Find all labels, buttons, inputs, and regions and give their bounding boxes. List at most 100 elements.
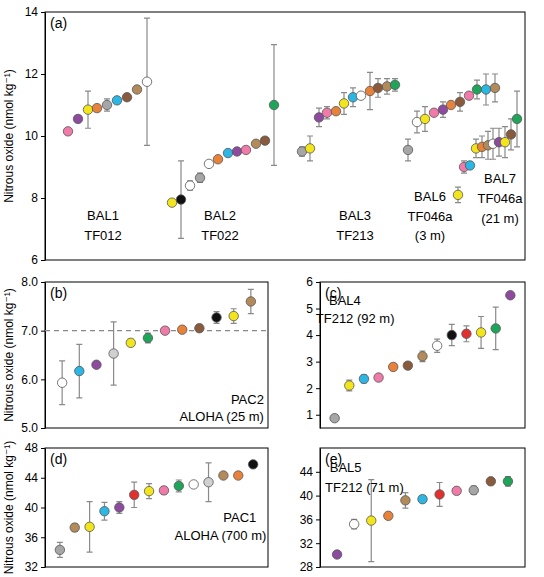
y-tick-label: 28 [300,560,314,574]
data-point [512,114,521,123]
y-tick: 10 [25,129,45,143]
series [297,72,399,160]
y-tick: 2 [306,382,320,396]
y-tick: 32 [25,560,45,574]
y-axis-title: Nitrous oxide (nmol kg⁻¹) [2,288,16,422]
data-point [490,83,499,92]
data-point [55,545,64,554]
data-point [465,161,474,170]
y-tick-label: 40 [25,501,39,515]
data-point [232,147,241,156]
data-point [195,324,204,333]
y-axis-line [45,283,46,429]
data-point [178,325,187,334]
y-tick-mark [41,379,45,380]
series [403,74,499,161]
y-tick: 6.0 [21,373,45,387]
data-point [73,114,82,123]
data-point [185,181,194,190]
y-tick-mark [316,309,320,310]
data-point [102,100,111,109]
plot-frame [320,282,525,428]
data-point [481,85,490,94]
y-tick-label: 8 [31,191,38,205]
y-tick-mark [316,496,320,497]
y-tick: 44 [300,465,320,479]
panel: 3236404448(d)PAC1ALOHA (700 m)Nitrous ox… [2,441,268,575]
data-point [126,338,135,347]
panel-label: (a) [50,15,67,31]
y-tick-label: 6 [31,253,38,267]
data-point [160,326,169,335]
annotation: (3 m) [415,228,445,243]
annotation: TF212 (92 m) [316,311,395,326]
data-point [219,471,228,480]
data-point [359,374,368,383]
y-tick-label: 3 [306,355,313,369]
data-point [174,481,183,490]
data-point [229,311,238,320]
y-tick-mark [316,282,320,283]
reference-line [45,330,268,331]
data-point [70,523,79,532]
y-axis: 3236404448 [25,441,46,574]
y-tick-label: 14 [25,5,39,19]
y-tick-mark [41,537,45,538]
data-point [305,144,314,153]
data-point [159,486,168,495]
y-tick-mark [41,508,45,509]
data-point [109,349,118,358]
data-point [506,291,515,300]
y-axis: 123456 [306,275,320,428]
data-point [432,341,441,350]
annotation: TF212 (71 m) [325,480,404,495]
data-point [112,96,121,105]
data-point [144,486,153,495]
y-axis-line [45,13,46,261]
y-tick-mark [316,362,320,363]
data-point [75,366,84,375]
data-point [63,127,72,136]
y-tick: 36 [300,513,320,527]
data-point [373,83,382,92]
data-point [403,145,412,154]
y-tick-mark [41,331,45,332]
annotation: (21 m) [481,211,519,226]
data-point [234,471,243,480]
plot-frame [45,282,268,428]
y-tick-label: 4 [306,328,313,342]
data-point [403,361,412,370]
y-tick-mark [316,472,320,473]
y-tick: 5.0 [21,421,45,435]
data-point [349,519,358,528]
annotation: TF213 [336,228,374,243]
series [453,91,521,203]
series [63,18,151,145]
data-point [213,155,222,164]
y-tick: 4 [306,328,320,342]
y-tick-label: 36 [300,513,314,527]
annotation: BAL4 [329,293,361,308]
panel-label: (b) [50,285,67,301]
data-point [418,494,427,503]
data-point [455,97,464,106]
data-point [374,373,383,382]
data-point [506,130,515,139]
data-point [223,148,232,157]
annotation: TF012 [84,228,122,243]
annotation: PAC1 [223,510,256,525]
y-tick-label: 2 [306,382,313,396]
data-point [132,85,141,94]
annotation: PAC2 [231,392,264,407]
data-point [92,103,101,112]
data-point [269,100,278,109]
plot-frame [320,448,525,567]
annotation: TF046a [478,191,524,206]
data-point [143,333,152,342]
data-point [330,413,339,422]
series [167,45,278,239]
y-tick-mark [41,74,45,75]
y-tick-label: 12 [25,67,39,81]
plot-area [63,18,521,238]
annotation: BAL5 [330,460,362,475]
